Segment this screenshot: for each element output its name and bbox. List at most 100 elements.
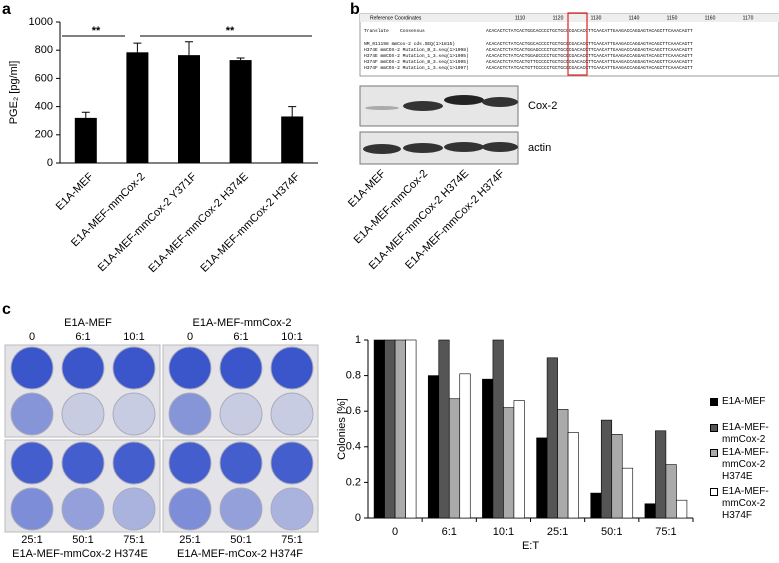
plate bbox=[10, 487, 54, 531]
x-tick-label: 6:1 bbox=[442, 526, 457, 538]
seq-name: NM_011198 mmCox-2 cds.SEQ(1>1815) bbox=[364, 41, 455, 47]
ratio: 10:1 bbox=[281, 331, 302, 343]
panel-label: a bbox=[2, 1, 11, 18]
plate bbox=[219, 346, 263, 390]
y-tick-label: 800 bbox=[35, 44, 53, 56]
y-tick-label: 0.8 bbox=[346, 370, 361, 382]
plate bbox=[112, 392, 156, 436]
plate bbox=[10, 441, 54, 485]
plate bbox=[219, 441, 263, 485]
alignment-header: Reference Coordinates bbox=[370, 15, 422, 21]
band bbox=[403, 143, 443, 153]
error-bar bbox=[133, 42, 142, 53]
seq: ACACACTCTATCACTGGAGCCCCTGCTGCCCGACACCTTC… bbox=[486, 53, 693, 59]
bar bbox=[557, 409, 569, 519]
plate bbox=[270, 392, 314, 436]
plate bbox=[168, 487, 212, 531]
lane-label: E1A-MEF bbox=[346, 168, 388, 210]
ruler-number: 1110 bbox=[515, 15, 526, 21]
y-tick-label: 0 bbox=[355, 512, 361, 524]
annotation: ** bbox=[226, 25, 235, 37]
alignment-header-bg bbox=[360, 14, 779, 22]
error-bar bbox=[81, 111, 90, 118]
seq-name: H374F mmCOX-2 Mutation_1_3.seq(1>1097) bbox=[364, 65, 469, 71]
seq: ACACACTCTATCACTGGCACCCCTGCTGCCCGACACCTTC… bbox=[486, 41, 693, 47]
annotation: ** bbox=[92, 25, 101, 37]
x-tick-label: 10:1 bbox=[493, 526, 514, 538]
alignment-box bbox=[359, 13, 779, 77]
consensus: Consensus bbox=[400, 28, 425, 34]
ruler-number: 1160 bbox=[705, 15, 716, 21]
ruler-number: 1140 bbox=[629, 15, 640, 21]
consensus-seq: ACACACTCTATCACTGGCACCCCTGCTGCCCGACACCTTC… bbox=[486, 28, 693, 34]
plate bbox=[112, 487, 156, 531]
seq: ACACACTCTATCACTGGAGCCCCTGCTGCCCGACACCTTC… bbox=[486, 47, 693, 53]
bar bbox=[394, 339, 406, 519]
bar bbox=[427, 375, 440, 519]
ratio: 25:1 bbox=[21, 534, 42, 546]
y-tick-label: 0.4 bbox=[346, 441, 361, 453]
band-label: Cox-2 bbox=[528, 100, 557, 112]
plate bbox=[168, 441, 212, 485]
error-bar bbox=[288, 106, 297, 117]
bar bbox=[600, 419, 613, 519]
ruler-number: 1130 bbox=[591, 15, 602, 21]
bar bbox=[126, 52, 149, 163]
panel-label: b bbox=[350, 1, 360, 18]
legend-label: E1A-MEF-mmCox-2 H374E bbox=[722, 447, 769, 482]
seq: ACACACTCTATCACTGTTCCCCCTGCTGCCCGACACCTTC… bbox=[486, 59, 693, 65]
band bbox=[365, 106, 399, 110]
bar bbox=[405, 339, 417, 519]
x-tick-label: 50:1 bbox=[601, 526, 622, 538]
plate bbox=[61, 346, 105, 390]
plate bbox=[219, 392, 263, 436]
plate-title: E1A-MEF-mmCox-2 bbox=[192, 317, 291, 329]
ruler-number: 1120 bbox=[553, 15, 564, 21]
plate-title: E1A-MEF bbox=[64, 317, 112, 329]
plate bbox=[168, 346, 212, 390]
lane-label: E1A-MEF-mmCox-2 bbox=[352, 168, 430, 246]
bar bbox=[229, 60, 252, 163]
plate bbox=[168, 392, 212, 436]
y-tick-label: 0 bbox=[47, 157, 53, 169]
ratio: 0 bbox=[29, 331, 35, 343]
x-tick-label: E1A-MEF-mmCox-2 Y371F bbox=[96, 170, 200, 274]
y-tick-label: 1 bbox=[355, 334, 361, 346]
legend-swatch bbox=[710, 398, 718, 406]
band bbox=[444, 142, 484, 152]
bar bbox=[621, 467, 634, 519]
plate bbox=[112, 441, 156, 485]
ratio: 50:1 bbox=[72, 534, 93, 546]
bar bbox=[590, 492, 602, 519]
legend-label: E1A-MEF bbox=[722, 396, 766, 407]
bar bbox=[178, 55, 200, 164]
y-tick-label: 0.2 bbox=[346, 476, 361, 488]
band-label: actin bbox=[528, 142, 551, 154]
highlight-box bbox=[567, 12, 588, 76]
bar bbox=[611, 434, 623, 519]
ratio: 75:1 bbox=[281, 534, 302, 546]
y-tick-label: 0.6 bbox=[346, 405, 361, 417]
error-bar bbox=[236, 57, 245, 61]
bar bbox=[74, 117, 97, 163]
bar bbox=[536, 437, 548, 519]
plate bbox=[10, 392, 54, 436]
legend-label: E1A-MEF-mmCox-2 bbox=[722, 422, 769, 445]
ruler-number: 1170 bbox=[743, 15, 754, 21]
bar bbox=[492, 339, 504, 519]
bar bbox=[459, 373, 471, 519]
y-tick-label: 200 bbox=[35, 129, 53, 141]
bar bbox=[482, 378, 494, 519]
x-axis-label: E:T bbox=[522, 540, 539, 552]
x-tick-label: E1A-MEF-mmCox-2 H374F bbox=[198, 170, 302, 274]
ratio: 6:1 bbox=[75, 331, 90, 343]
legend-swatch bbox=[710, 449, 718, 457]
bar bbox=[281, 116, 304, 163]
plate bbox=[61, 487, 105, 531]
y-tick-label: 600 bbox=[35, 72, 53, 84]
y-axis-label: PGE₂ [pg/ml] bbox=[8, 61, 20, 125]
plate bbox=[219, 487, 263, 531]
bar bbox=[513, 400, 525, 519]
